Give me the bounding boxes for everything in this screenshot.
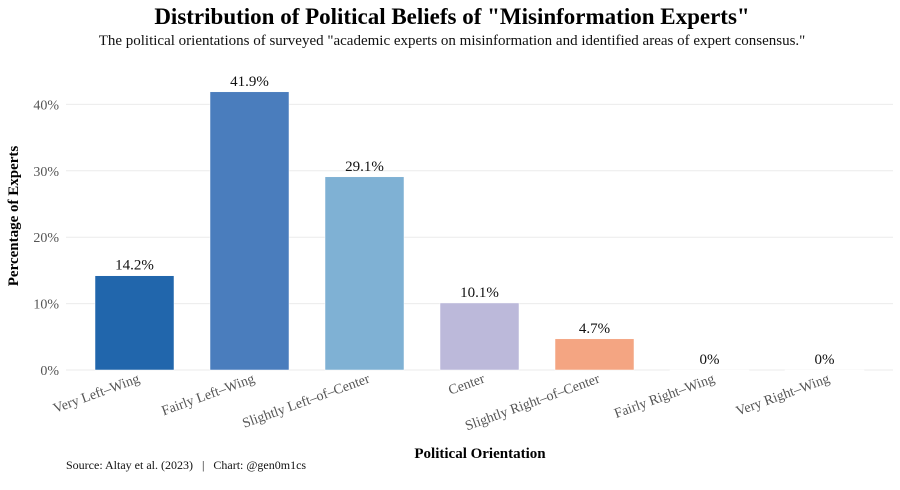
bar <box>439 302 520 371</box>
y-tick-label: 30% <box>33 165 59 180</box>
y-tick-label: 40% <box>33 98 59 113</box>
data-label: 4.7% <box>579 321 610 337</box>
x-tick-label: Very Left–Wing <box>51 372 141 417</box>
x-tick-label: Slightly Left–of–Center <box>241 372 372 432</box>
chart-subtitle: The political orientations of surveyed "… <box>99 33 806 49</box>
y-tick-label: 0% <box>40 364 59 379</box>
data-label: 29.1% <box>345 159 384 175</box>
x-tick-label: Fairly Right–Wing <box>612 372 716 422</box>
data-label: 41.9% <box>230 74 269 90</box>
chart-title: Distribution of Political Beliefs of "Mi… <box>154 4 749 29</box>
y-axis-ticks: 0% 10% 20% 30% 40% <box>33 98 59 379</box>
bar <box>94 275 175 371</box>
source-caption: Source: Altay et al. (2023) | Chart: @ge… <box>66 458 306 472</box>
x-tick-label: Center <box>447 372 488 399</box>
bar <box>209 91 290 371</box>
x-axis-title: Political Orientation <box>414 446 546 462</box>
bar <box>324 176 405 371</box>
y-axis-title: Percentage of Experts <box>6 146 22 287</box>
bar <box>784 369 865 372</box>
bar <box>669 369 750 372</box>
x-tick-label: Fairly Left–Wing <box>160 372 257 420</box>
gridlines <box>66 103 893 371</box>
bars <box>94 91 865 372</box>
data-label: 10.1% <box>460 285 499 301</box>
y-tick-label: 10% <box>33 298 59 313</box>
y-tick-label: 20% <box>33 231 59 246</box>
x-tick-label: Very Right–Wing <box>734 372 832 420</box>
data-labels: 14.2% 41.9% 29.1% 10.1% 4.7% 0% 0% <box>115 74 834 368</box>
data-label: 0% <box>815 352 835 368</box>
data-label: 14.2% <box>115 258 154 274</box>
bar <box>554 338 635 371</box>
data-label: 0% <box>700 352 720 368</box>
